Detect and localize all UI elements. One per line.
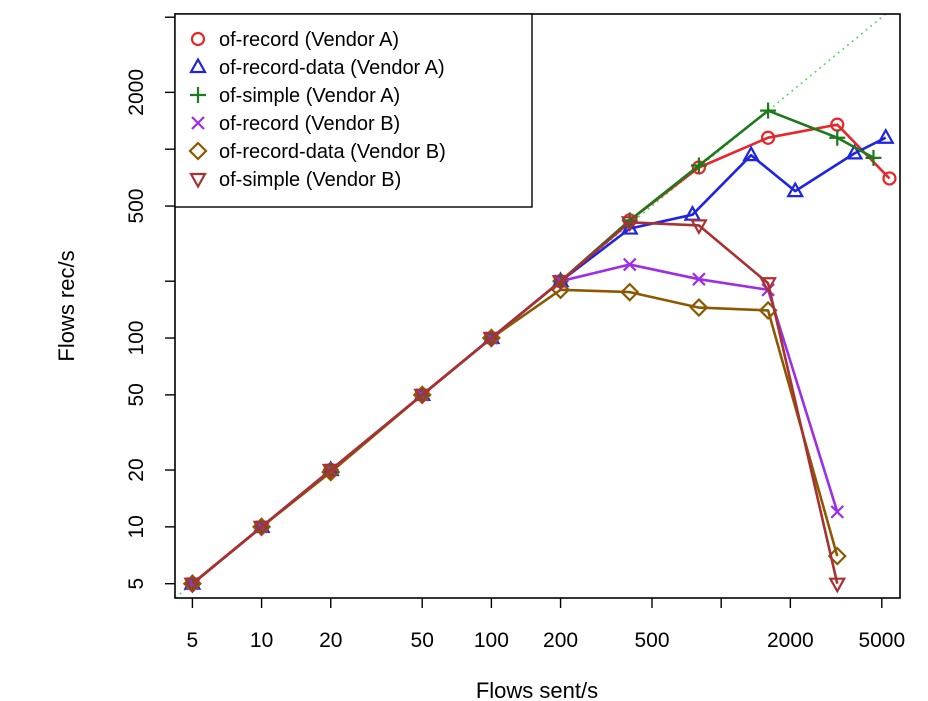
x-tick-label: 5000 [858,629,905,652]
legend-marker [188,141,208,161]
x-tick-label: 20 [319,629,342,652]
data-point [829,129,846,146]
y-tick-label: 10 [125,515,148,538]
plot-frame [174,13,901,599]
data-point [620,282,640,302]
data-point [845,143,864,160]
y-tick-label: 2000 [125,69,148,116]
legend-label: of-record (Vendor B) [219,113,400,135]
data-point [620,218,639,235]
axis-layer: 5 10 20 50 100 200 500 2000 5000 5 10 20 50 100 500 200… [125,16,905,652]
series-layer [182,102,897,594]
data-point [252,520,271,537]
legend-label: of-record (Vendor A) [219,29,399,51]
y-tick-label: 500 [125,189,148,224]
legend-marker [189,172,207,189]
legend-item: of-record-data (Vendor B) [188,141,446,163]
series-line [191,221,839,585]
y-tick-label: 100 [125,321,148,356]
x-axis-title: Flows sent/s [476,678,598,701]
data-point [690,157,707,174]
data-point [689,298,709,318]
data-point [692,272,706,286]
legend-label: of-simple (Vendor A) [219,85,400,107]
x-tick-label: 200 [543,629,578,652]
legend-item: of-record (Vendor B) [191,113,400,135]
data-point [882,171,897,186]
x-tick-label: 5 [187,629,199,652]
legend-item: of-simple (Vendor A) [190,85,400,107]
y-tick-label: 50 [125,383,148,406]
x-axis: 5 10 20 50 100 200 500 2000 5000 [187,598,905,652]
y-axis: 5 10 20 50 100 500 2000 [125,16,175,590]
legend-item: of-record (Vendor A) [190,29,399,51]
data-point [876,127,895,144]
data-point [760,102,777,119]
data-point [622,257,637,272]
legend-marker [190,31,206,47]
data-point [551,275,570,291]
series-6 [183,216,847,594]
legend-label: of-record-data (Vendor B) [219,141,446,163]
data-point [413,388,432,405]
x-tick-label: 100 [474,629,509,652]
y-tick-label: 5 [125,578,148,590]
y-axis-title: Flows rec/s [54,250,79,361]
data-point [742,145,761,162]
data-point [786,181,805,198]
data-point [759,277,777,294]
legend-marker [190,87,206,103]
y-tick-label: 20 [125,458,148,481]
x-tick-label: 2000 [767,629,814,652]
x-tick-label: 50 [411,629,434,652]
x-tick-label: 10 [250,629,273,652]
data-point [482,331,501,348]
legend: of-record (Vendor A) of-record-data (Vend… [174,13,533,208]
legend-item: of-simple (Vendor B) [189,169,401,191]
data-point [830,505,845,519]
legend-box [174,13,533,208]
data-point [827,546,847,566]
data-point [690,219,708,236]
legend-marker [191,116,205,130]
data-point [321,463,340,480]
data-point [620,216,639,233]
legend-label: of-simple (Vendor B) [219,169,401,191]
data-point [183,577,202,594]
data-point [865,149,882,166]
data-point [760,130,776,145]
legend-marker [189,57,207,74]
legend-item: of-record-data (Vendor A) [189,57,445,79]
legend-label: of-record-data (Vendor A) [219,57,445,79]
x-tick-label: 500 [634,629,669,652]
data-point [828,577,847,594]
